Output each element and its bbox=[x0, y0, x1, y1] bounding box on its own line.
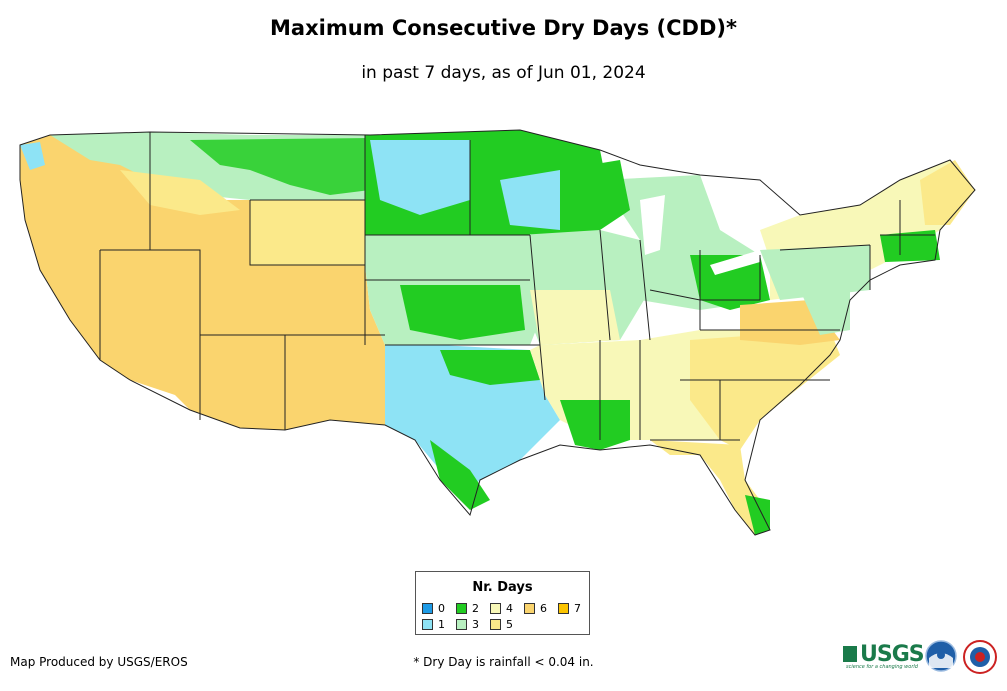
nws-logo-icon bbox=[963, 640, 997, 674]
legend-label: 7 bbox=[574, 602, 581, 615]
legend-item-3: 3 bbox=[456, 618, 479, 631]
legend-label: 0 bbox=[438, 602, 445, 615]
legend-item-0: 0 bbox=[422, 602, 445, 615]
usgs-mark-icon bbox=[843, 646, 857, 662]
legend-swatch bbox=[490, 619, 501, 630]
usgs-logo-text: USGS bbox=[860, 642, 925, 667]
legend-item-2: 2 bbox=[456, 602, 479, 615]
region-ok-2 bbox=[440, 350, 540, 385]
region-la-2 bbox=[560, 400, 630, 450]
legend-item-6: 6 bbox=[524, 602, 547, 615]
legend-label: 4 bbox=[506, 602, 513, 615]
legend-swatch bbox=[422, 619, 433, 630]
region-md-3 bbox=[800, 285, 850, 335]
region-midwest-4 bbox=[530, 290, 620, 345]
region-nd-1 bbox=[370, 140, 470, 215]
lake-erie bbox=[710, 250, 760, 275]
region-pnw-1 bbox=[20, 142, 45, 170]
region-west-6 bbox=[20, 132, 385, 430]
usgs-logo: USGS bbox=[843, 642, 925, 667]
footnote-text: * Dry Day is rainfall < 0.04 in. bbox=[413, 655, 594, 669]
map-title: Maximum Consecutive Dry Days (CDD)* bbox=[270, 16, 737, 40]
legend: Nr. Days 0 1 2 3 4 5 6 7 bbox=[415, 571, 590, 635]
region-ne-3 bbox=[760, 245, 870, 300]
region-wi-2 bbox=[560, 160, 630, 230]
region-central-west-5 bbox=[250, 200, 365, 265]
noaa-logo-icon bbox=[925, 640, 957, 672]
region-se-5 bbox=[690, 330, 840, 450]
region-nw-2 bbox=[190, 138, 370, 195]
legend-label: 3 bbox=[472, 618, 479, 631]
legend-item-4: 4 bbox=[490, 602, 513, 615]
legend-title: Nr. Days bbox=[472, 580, 533, 595]
legend-label: 2 bbox=[472, 602, 479, 615]
legend-item-7: 7 bbox=[558, 602, 581, 615]
region-texas-1 bbox=[385, 345, 560, 500]
region-fl-2 bbox=[745, 495, 770, 535]
region-tx-south-2 bbox=[430, 440, 490, 510]
legend-swatch bbox=[558, 603, 569, 614]
legend-item-1: 1 bbox=[422, 618, 445, 631]
legend-item-5: 5 bbox=[490, 618, 513, 631]
legend-swatch bbox=[456, 603, 467, 614]
legend-swatch bbox=[456, 619, 467, 630]
credit-text: Map Produced by USGS/EROS bbox=[10, 655, 188, 669]
map-subtitle: in past 7 days, as of Jun 01, 2024 bbox=[361, 63, 646, 83]
region-mass-2 bbox=[880, 230, 940, 262]
region-ohio-2 bbox=[690, 255, 770, 310]
legend-label: 6 bbox=[540, 602, 547, 615]
legend-swatch bbox=[422, 603, 433, 614]
legend-swatch bbox=[524, 603, 535, 614]
lake-michigan bbox=[640, 195, 665, 255]
map-regions bbox=[20, 130, 975, 535]
region-maine-5 bbox=[920, 160, 975, 225]
usgs-tagline: science for a changing world bbox=[846, 664, 918, 670]
region-ks-2 bbox=[400, 285, 525, 340]
legend-label: 5 bbox=[506, 618, 513, 631]
legend-label: 1 bbox=[438, 618, 445, 631]
region-fl-5 bbox=[650, 440, 770, 535]
region-mn-1 bbox=[500, 170, 560, 230]
state-boundaries bbox=[19, 129, 976, 536]
legend-swatch bbox=[490, 603, 501, 614]
